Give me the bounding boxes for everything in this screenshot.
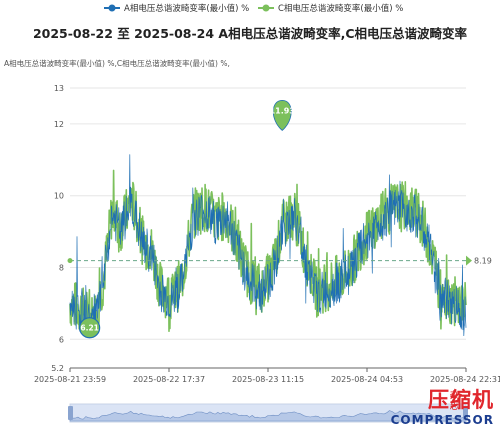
watermark-sub: 杂志 — [447, 390, 458, 410]
x-axis-ticks: 2025-08-21 23:59 2025-08-22 17:37 2025-08-… — [34, 375, 500, 384]
min-pin — [79, 317, 101, 339]
chart-title: 2025-08-22 至 2025-08-24 A相电压总谐波畸变率,C相电压总… — [33, 26, 468, 41]
chart-subtitle: A相电压总谐波畸变率(最小值) %,C相电压总谐波畸变率(最小值) %, — [4, 58, 230, 68]
series-a-line — [69, 154, 467, 337]
slider-handle-right[interactable] — [463, 406, 468, 420]
average-start-dot — [67, 258, 73, 264]
legend[interactable]: A相电压总谐波畸变率(最小值) % C相电压总谐波畸变率(最小值) % — [104, 3, 403, 14]
watermark-en: COMPRESSOR — [390, 413, 494, 427]
x-tick-label: 2025-08-24 22:31 — [430, 375, 500, 384]
x-tick-label: 2025-08-23 11:15 — [232, 375, 304, 384]
y-tick-label: 6 — [59, 335, 64, 344]
x-tick-label: 2025-08-21 23:59 — [34, 375, 106, 384]
min-label: 6.21 — [80, 324, 99, 333]
y-tick-label: 10 — [54, 192, 64, 201]
legend-item-a[interactable]: A相电压总谐波畸变率(最小值) % — [104, 3, 249, 14]
average-arrow — [466, 255, 472, 266]
series-a-path — [69, 154, 467, 337]
watermark-logo: 压缩机 — [428, 388, 494, 412]
data-zoom-slider[interactable] — [68, 403, 468, 423]
slider-handle-left[interactable] — [68, 406, 73, 420]
y-tick-label: 5.2 — [51, 364, 64, 373]
y-tick-label: 13 — [54, 84, 64, 93]
x-tick-label: 2025-08-24 04:53 — [331, 375, 403, 384]
annotations: 8.19 11.93 6.21 — [67, 100, 492, 339]
legend-label-c: C相电压总谐波畸变率(最小值) % — [278, 3, 403, 14]
y-tick-label: 8 — [59, 263, 64, 272]
grid-lines — [69, 87, 467, 372]
y-axis-ticks: 13 12 10 8 6 5.2 — [51, 84, 64, 373]
average-label: 8.19 — [474, 257, 492, 266]
legend-label-a: A相电压总谐波畸变率(最小值) % — [124, 3, 249, 14]
x-tick-label: 2025-08-22 17:37 — [133, 375, 205, 384]
legend-item-c[interactable]: C相电压总谐波畸变率(最小值) % — [258, 3, 403, 14]
max-label: 11.93 — [270, 106, 295, 115]
y-tick-label: 12 — [54, 120, 64, 129]
max-pin — [272, 100, 292, 131]
